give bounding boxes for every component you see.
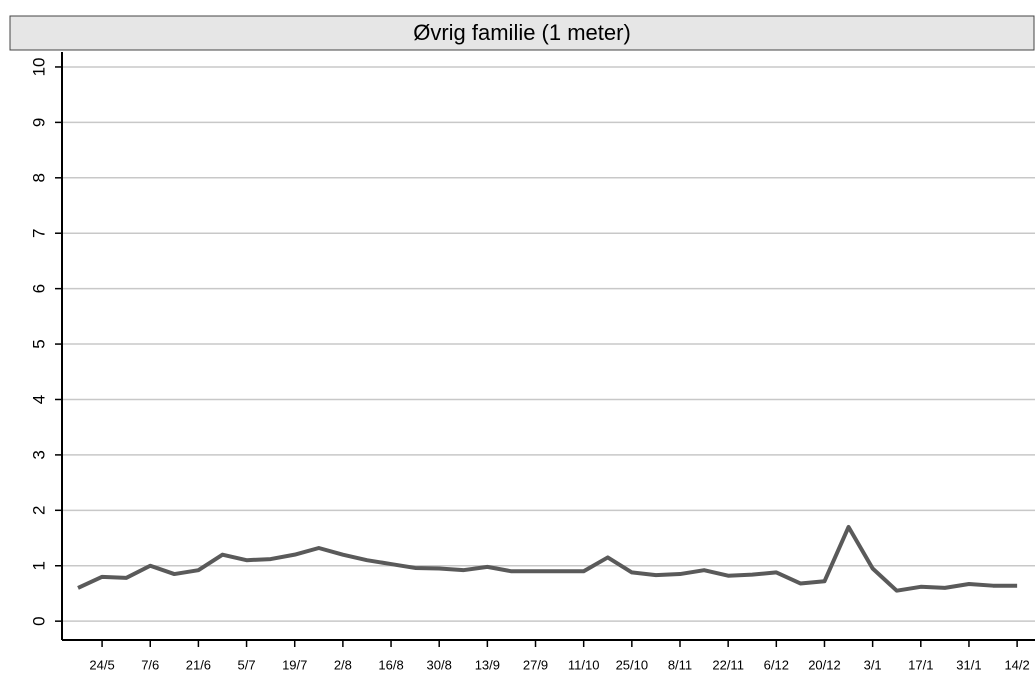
x-tick-label: 30/8 bbox=[427, 657, 452, 672]
x-tick-label: 6/12 bbox=[764, 657, 789, 672]
x-tick-label: 24/5 bbox=[89, 657, 114, 672]
x-tick-label: 20/12 bbox=[808, 657, 841, 672]
x-tick-label: 27/9 bbox=[523, 657, 548, 672]
y-tick-label: 6 bbox=[29, 284, 48, 293]
x-tick-label: 16/8 bbox=[378, 657, 403, 672]
x-tick-label: 17/1 bbox=[908, 657, 933, 672]
x-tick-label: 2/8 bbox=[334, 657, 352, 672]
y-tick-label: 5 bbox=[29, 339, 48, 348]
x-tick-label: 31/1 bbox=[956, 657, 981, 672]
x-tick-label: 25/10 bbox=[616, 657, 649, 672]
y-tick-label: 3 bbox=[29, 450, 48, 459]
x-tick-label: 5/7 bbox=[238, 657, 256, 672]
line bbox=[77, 524, 1018, 593]
y-tick-label: 1 bbox=[29, 561, 48, 570]
y-tick-label: 0 bbox=[29, 616, 48, 625]
y-tick-label: 8 bbox=[29, 173, 48, 182]
y-tick-label: 9 bbox=[29, 118, 48, 127]
x-tick-label: 13/9 bbox=[475, 657, 500, 672]
y-tick-label: 2 bbox=[29, 506, 48, 515]
x-tick-label: 7/6 bbox=[141, 657, 159, 672]
x-tick-label: 19/7 bbox=[282, 657, 307, 672]
x-tick-label: 14/2 bbox=[1004, 657, 1029, 672]
chart-title: Øvrig familie (1 meter) bbox=[413, 20, 631, 45]
title-bar bbox=[9, 15, 1035, 51]
x-tick-label: 22/11 bbox=[712, 657, 744, 672]
x-tick-label: 8/11 bbox=[668, 657, 692, 672]
x-tick-label: 11/10 bbox=[568, 657, 600, 672]
y-tick-label: 4 bbox=[29, 395, 48, 404]
y-tick-label: 7 bbox=[29, 228, 48, 237]
y-tick-label: 10 bbox=[29, 58, 48, 77]
x-tick-label: 21/6 bbox=[186, 657, 211, 672]
x-tick-label: 3/1 bbox=[864, 657, 882, 672]
